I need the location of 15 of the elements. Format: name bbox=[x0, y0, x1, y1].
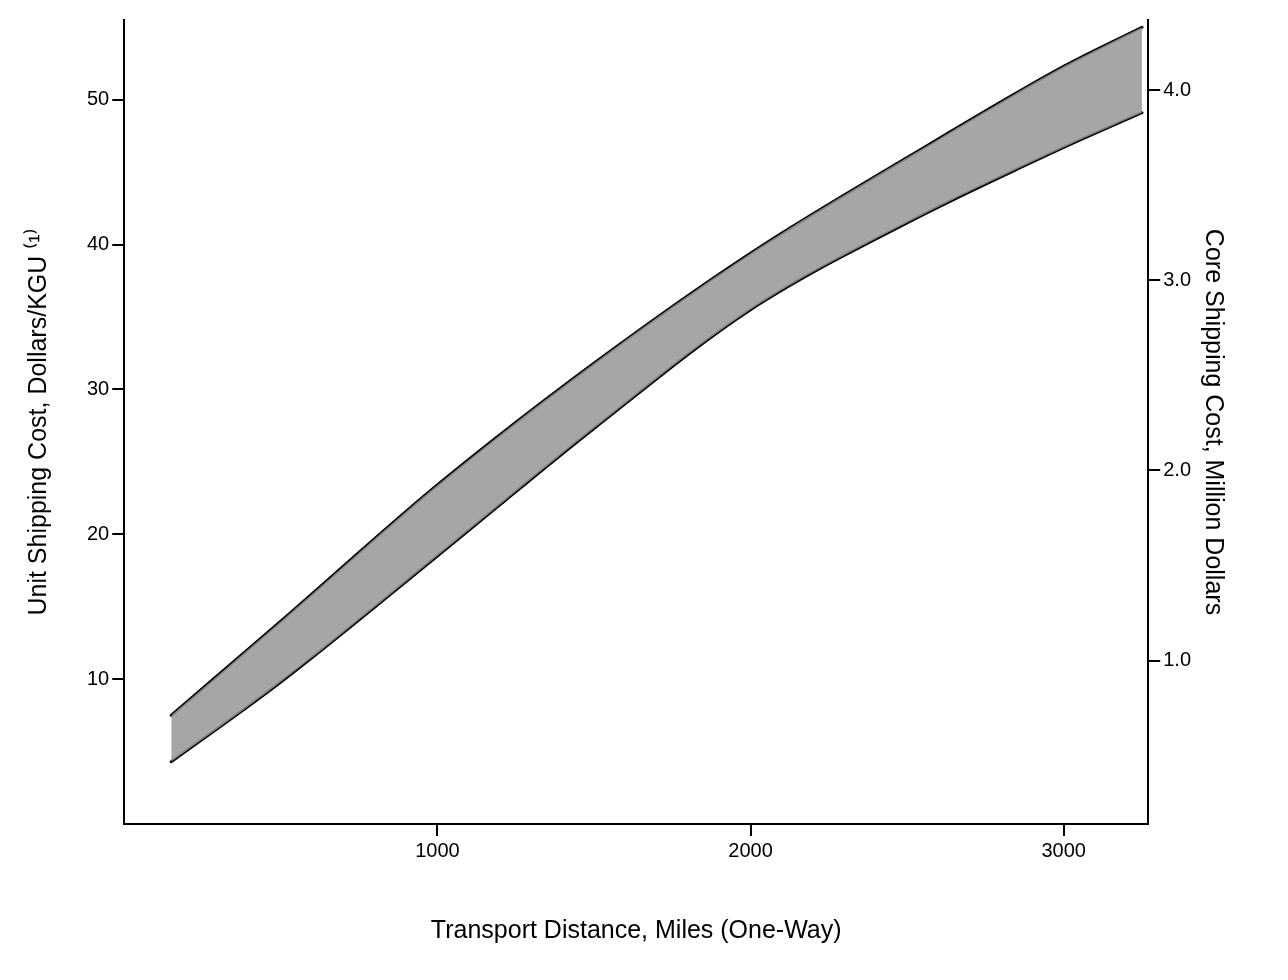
y-tick-label: 40 bbox=[87, 232, 110, 255]
y2-axis-title: Core Shipping Cost, Million Dollars bbox=[1201, 228, 1230, 616]
x-axis-title: Transport Distance, Miles (One-Way) bbox=[430, 914, 842, 943]
y-tick-label: 10 bbox=[87, 666, 110, 689]
y2-tick-label: 3.0 bbox=[1163, 267, 1192, 290]
y2-tick-label: 2.0 bbox=[1163, 457, 1192, 480]
x-tick-label: 3000 bbox=[1041, 838, 1086, 861]
x-tick-label: 2000 bbox=[728, 838, 773, 861]
y2-tick-label: 4.0 bbox=[1163, 77, 1192, 100]
y2-tick-label: 1.0 bbox=[1163, 648, 1192, 671]
y-tick-label: 20 bbox=[87, 521, 110, 544]
y-tick-label: 30 bbox=[87, 376, 110, 399]
x-tick-label: 1000 bbox=[415, 838, 460, 861]
y-axis-title: Unit Shipping Cost, Dollars/KGU ⁽¹⁾ bbox=[22, 228, 51, 616]
y-tick-label: 50 bbox=[87, 87, 110, 110]
